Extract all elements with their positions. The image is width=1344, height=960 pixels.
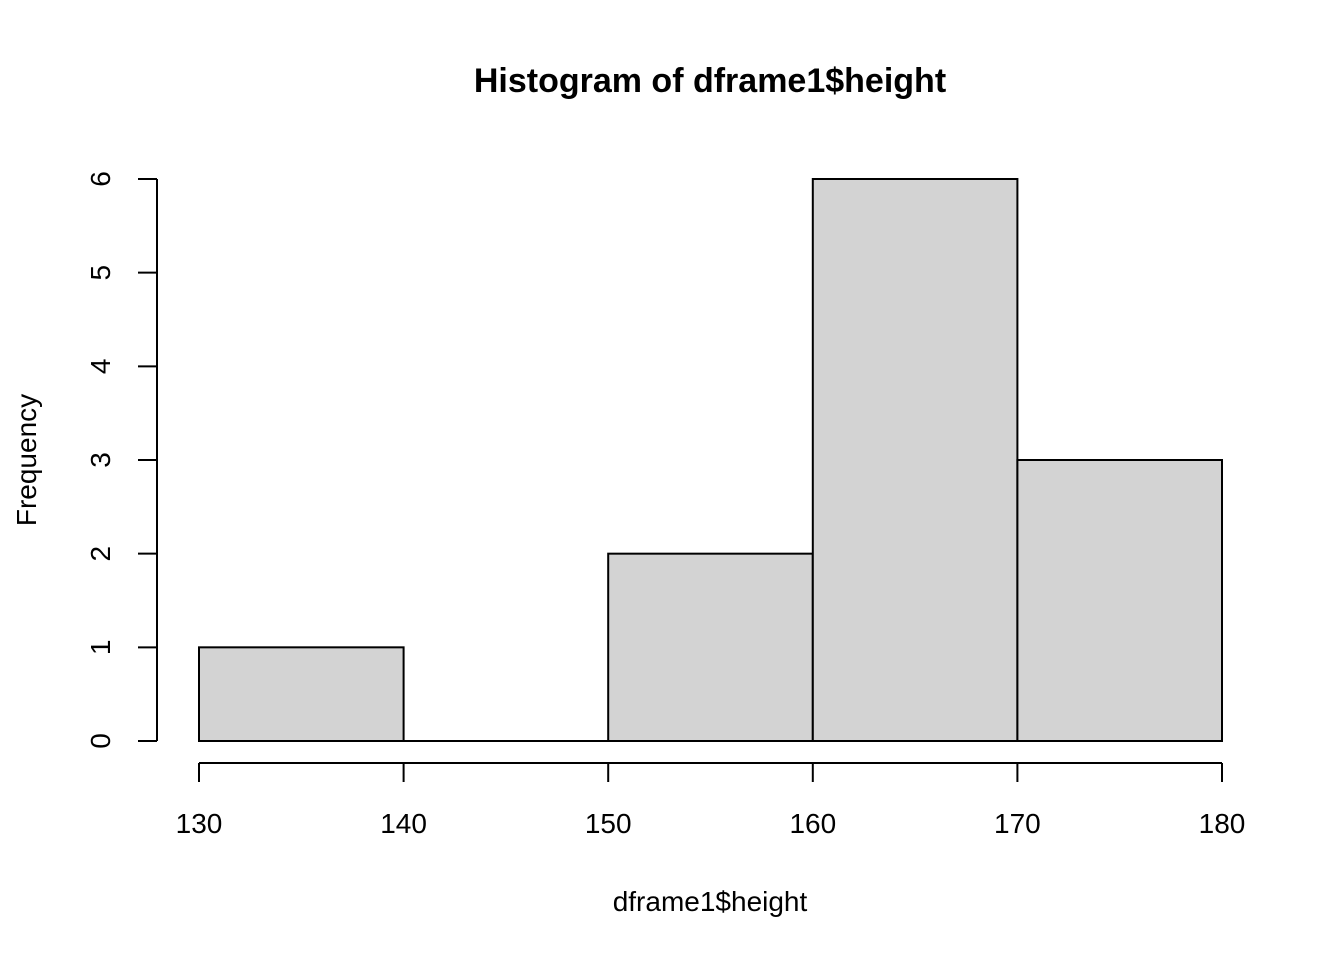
- x-tick-label: 160: [789, 808, 836, 839]
- histogram-bar-160-170: [811, 178, 1019, 742]
- y-axis: 0 1 2 3 4 5 6: [85, 171, 158, 749]
- y-tick-label: 1: [85, 640, 116, 656]
- x-tick-label: 170: [994, 808, 1041, 839]
- y-tick-label: 6: [85, 171, 116, 187]
- y-tick-label: 4: [85, 359, 116, 375]
- histogram-bar-170-180: [1016, 459, 1224, 742]
- x-axis-label: dframe1$height: [613, 886, 808, 917]
- x-tick-label: 140: [380, 808, 427, 839]
- y-tick-label: 5: [85, 265, 116, 281]
- x-axis: 130 140 150 160 170 180: [176, 762, 1246, 839]
- y-tick-label: 2: [85, 546, 116, 562]
- bars-group: [198, 178, 1224, 743]
- x-tick-label: 130: [176, 808, 223, 839]
- x-tick-label: 150: [585, 808, 632, 839]
- histogram-bar-150-160: [607, 552, 814, 743]
- x-tick-label: 180: [1199, 808, 1246, 839]
- y-tick-label: 3: [85, 452, 116, 468]
- y-axis-label: Frequency: [11, 394, 42, 526]
- y-tick-label: 0: [85, 733, 116, 749]
- histogram-bar-130-140: [198, 646, 405, 742]
- chart-title: Histogram of dframe1$height: [474, 62, 946, 100]
